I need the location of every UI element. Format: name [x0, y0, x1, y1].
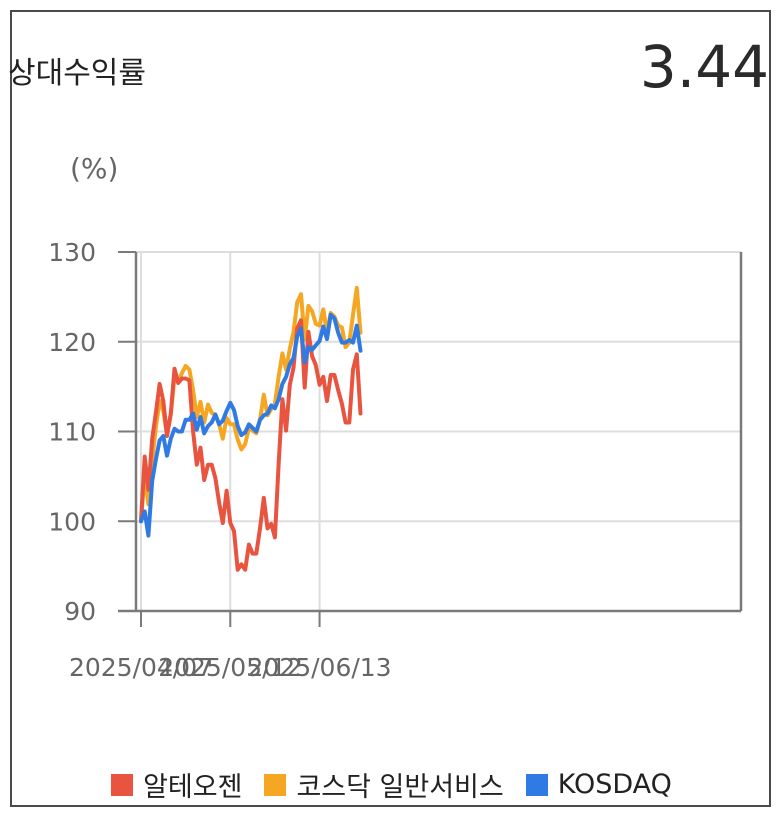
- legend-item-altheogen[interactable]: 알테오젠: [111, 765, 242, 804]
- y-tick-label-130: 130: [48, 238, 96, 267]
- legend-item-kosdaq-general-service[interactable]: 코스닥 일반서비스: [264, 765, 504, 804]
- legend: 알테오젠 코스닥 일반서비스 KOSDAQ: [0, 765, 783, 804]
- legend-swatch-kosdaq-general-service: [264, 773, 287, 796]
- chart-title: 상대수익률: [8, 56, 146, 91]
- relative-return-value: 3.44: [639, 33, 769, 101]
- legend-label-kosdaq: KOSDAQ: [557, 769, 672, 800]
- legend-swatch-kosdaq: [525, 773, 548, 796]
- y-tick-label-90: 90: [64, 597, 96, 626]
- legend-item-kosdaq[interactable]: KOSDAQ: [525, 765, 672, 804]
- y-axis-unit: (%): [70, 152, 119, 185]
- y-tick-label-100: 100: [48, 507, 96, 536]
- x-tick-label-1: 2025/05/12: [158, 653, 302, 682]
- y-tick-label-120: 120: [48, 328, 96, 357]
- x-tick-label-2: 2025/06/13: [248, 653, 392, 682]
- legend-label-kosdaq-general-service: 코스닥 일반서비스: [296, 772, 504, 803]
- legend-swatch-altheogen: [111, 773, 134, 796]
- y-tick-label-110: 110: [48, 418, 96, 447]
- series-line-2: [139, 312, 363, 538]
- legend-label-altheogen: 알테오젠: [143, 772, 243, 803]
- series-line-0: [139, 318, 363, 572]
- x-tick-label-0: 2025/04/07: [69, 653, 213, 682]
